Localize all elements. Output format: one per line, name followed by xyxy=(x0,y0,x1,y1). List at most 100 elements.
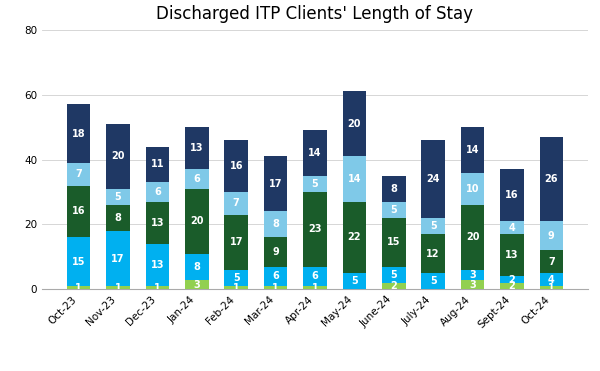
Text: 24: 24 xyxy=(427,174,440,184)
Bar xyxy=(264,267,287,286)
Text: 16: 16 xyxy=(229,161,243,171)
Text: 8: 8 xyxy=(115,213,121,223)
Bar xyxy=(146,202,169,244)
Text: 3: 3 xyxy=(469,270,476,280)
Bar xyxy=(421,218,445,234)
Text: 18: 18 xyxy=(72,129,85,138)
Bar xyxy=(500,283,524,289)
Bar xyxy=(146,147,169,182)
Text: 5: 5 xyxy=(391,205,397,215)
Text: 8: 8 xyxy=(193,262,200,272)
Text: 3: 3 xyxy=(469,279,476,289)
Bar xyxy=(185,127,209,169)
Bar xyxy=(264,211,287,237)
Bar xyxy=(224,270,248,286)
Bar xyxy=(382,218,406,267)
Text: 15: 15 xyxy=(72,257,85,267)
Bar xyxy=(500,234,524,276)
Text: 13: 13 xyxy=(151,218,164,228)
Text: 9: 9 xyxy=(272,247,279,257)
Text: 16: 16 xyxy=(505,190,519,200)
Text: 1: 1 xyxy=(311,283,319,293)
Bar xyxy=(67,286,91,289)
Text: 9: 9 xyxy=(548,231,555,241)
Text: 14: 14 xyxy=(308,148,322,158)
Text: 1: 1 xyxy=(115,283,121,293)
Bar xyxy=(539,221,563,250)
Text: 2: 2 xyxy=(509,281,515,291)
Text: 3: 3 xyxy=(193,279,200,289)
Bar xyxy=(500,221,524,234)
Bar xyxy=(224,192,248,215)
Bar xyxy=(421,140,445,218)
Text: 6: 6 xyxy=(154,187,161,197)
Text: 5: 5 xyxy=(233,273,239,283)
Text: 16: 16 xyxy=(72,207,85,216)
Text: 20: 20 xyxy=(347,119,361,129)
Text: 5: 5 xyxy=(311,179,319,189)
Text: 13: 13 xyxy=(151,260,164,270)
Text: 1: 1 xyxy=(233,283,239,293)
Bar xyxy=(106,124,130,189)
Text: 7: 7 xyxy=(233,198,239,209)
Bar xyxy=(539,273,563,286)
Text: 6: 6 xyxy=(193,174,200,184)
Bar xyxy=(185,169,209,189)
Text: 20: 20 xyxy=(190,216,203,226)
Bar xyxy=(461,270,484,280)
Bar xyxy=(224,215,248,270)
Bar xyxy=(146,286,169,289)
Bar xyxy=(106,189,130,205)
Bar xyxy=(303,130,327,176)
Bar xyxy=(343,91,366,156)
Bar xyxy=(303,176,327,192)
Text: 1: 1 xyxy=(272,283,279,293)
Bar xyxy=(421,273,445,289)
Text: 7: 7 xyxy=(75,169,82,179)
Bar xyxy=(67,186,91,237)
Bar xyxy=(67,163,91,186)
Bar xyxy=(303,192,327,267)
Text: 5: 5 xyxy=(430,276,437,286)
Bar xyxy=(539,286,563,289)
Text: 13: 13 xyxy=(190,143,203,153)
Text: 8: 8 xyxy=(391,184,397,194)
Bar xyxy=(539,137,563,221)
Bar xyxy=(264,237,287,267)
Text: 4: 4 xyxy=(548,275,555,285)
Bar xyxy=(343,273,366,289)
Text: 1: 1 xyxy=(548,283,555,293)
Bar xyxy=(106,286,130,289)
Bar xyxy=(343,156,366,202)
Bar xyxy=(185,189,209,254)
Bar xyxy=(264,156,287,211)
Text: 20: 20 xyxy=(111,151,125,161)
Text: 14: 14 xyxy=(466,145,479,155)
Text: 26: 26 xyxy=(545,174,558,184)
Text: 20: 20 xyxy=(466,233,479,242)
Text: 2: 2 xyxy=(391,281,397,291)
Bar xyxy=(421,234,445,273)
Bar xyxy=(461,280,484,289)
Title: Discharged ITP Clients' Length of Stay: Discharged ITP Clients' Length of Stay xyxy=(157,4,473,23)
Text: 5: 5 xyxy=(115,192,121,202)
Text: 12: 12 xyxy=(427,249,440,259)
Text: 10: 10 xyxy=(466,184,479,194)
Bar xyxy=(382,267,406,283)
Text: 14: 14 xyxy=(347,174,361,184)
Text: 23: 23 xyxy=(308,224,322,234)
Bar xyxy=(67,104,91,163)
Text: 6: 6 xyxy=(272,272,279,281)
Bar xyxy=(146,182,169,202)
Text: 7: 7 xyxy=(548,257,555,267)
Bar xyxy=(264,286,287,289)
Text: 6: 6 xyxy=(311,272,319,281)
Text: 15: 15 xyxy=(387,237,401,247)
Bar xyxy=(500,276,524,283)
Text: 17: 17 xyxy=(269,179,283,189)
Bar xyxy=(382,176,406,202)
Bar xyxy=(461,127,484,173)
Bar xyxy=(539,250,563,273)
Text: 17: 17 xyxy=(111,253,125,263)
Bar xyxy=(461,205,484,270)
